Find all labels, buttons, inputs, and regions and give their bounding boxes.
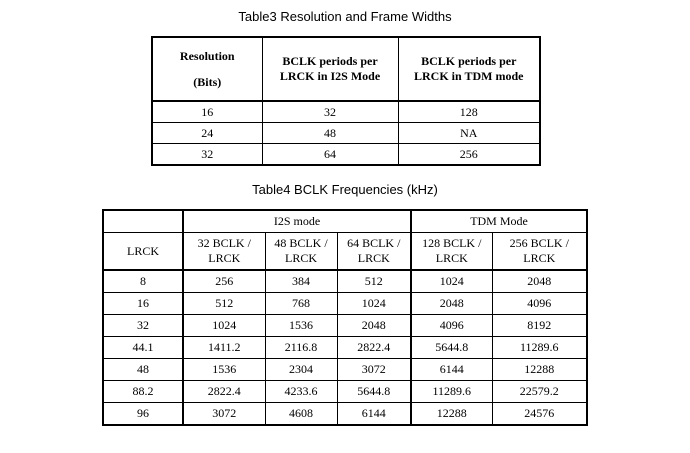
- frequency-cell: 2304: [264, 358, 338, 381]
- lrck-header: LRCK: [102, 232, 184, 271]
- frequency-cell: 12288: [410, 402, 493, 426]
- table-row: 32 64 256: [151, 143, 541, 166]
- table-row: 8 256 384 512 1024 2048: [102, 269, 588, 293]
- bclk-128-header-line2: LRCK: [435, 251, 468, 265]
- table-row: 32 1024 1536 2048 4096 8192: [102, 314, 588, 337]
- table-row: 44.1 1411.2 2116.8 2822.4 5644.8 11289.6: [102, 336, 588, 359]
- frequency-cell: 22579.2: [491, 380, 588, 403]
- frequency-cell: 2048: [410, 292, 493, 315]
- i2s-header-line2: LRCK in I2S Mode: [279, 69, 381, 83]
- bclk-32-header-line2: LRCK: [208, 251, 241, 265]
- bclk-64-header-line2: LRCK: [357, 251, 390, 265]
- tdm-mode-header: TDM Mode: [410, 209, 588, 233]
- tdm-header-line2: LRCK in TDM mode: [414, 69, 524, 83]
- bclk-48-header-line1: 48 BCLK /: [274, 236, 328, 250]
- resolution-header-line1: Resolution: [179, 48, 235, 63]
- lrck-value-cell: 44.1: [102, 336, 184, 359]
- table-group-header-row: I2S mode TDM Mode: [102, 209, 588, 233]
- bclk-256-header: 256 BCLK / LRCK: [491, 232, 588, 271]
- bclk-256-header-line2: LRCK: [523, 251, 556, 265]
- empty-corner-cell: [102, 209, 184, 233]
- frequency-cell: 4608: [264, 402, 338, 426]
- frequency-cell: 1024: [410, 269, 493, 293]
- frequency-cell: 11289.6: [410, 380, 493, 403]
- frequency-cell: 1411.2: [182, 336, 266, 359]
- table-cell: 256: [397, 143, 541, 166]
- bclk-64-header: 64 BCLK / LRCK: [336, 232, 413, 271]
- table-row: 48 1536 2304 3072 6144 12288: [102, 358, 588, 381]
- bclk-64-header-line1: 64 BCLK /: [347, 236, 401, 250]
- tdm-periods-header: BCLK periods per LRCK in TDM mode: [397, 36, 541, 102]
- frequency-cell: 2116.8: [264, 336, 338, 359]
- table-row: 16 32 128: [151, 100, 541, 123]
- i2s-mode-header: I2S mode: [182, 209, 413, 233]
- frequency-cell: 5644.8: [336, 380, 413, 403]
- frequency-cell: 2048: [336, 314, 413, 337]
- i2s-periods-header: BCLK periods per LRCK in I2S Mode: [261, 36, 399, 102]
- bclk-32-header: 32 BCLK / LRCK: [182, 232, 266, 271]
- frequency-cell: 4233.6: [264, 380, 338, 403]
- table-cell: 64: [261, 143, 399, 166]
- frequency-cell: 2822.4: [336, 336, 413, 359]
- bclk-32-header-line1: 32 BCLK /: [197, 236, 251, 250]
- table-header-row: Resolution (Bits) BCLK periods per LRCK …: [151, 36, 541, 102]
- resolution-header-line2: (Bits): [193, 74, 222, 89]
- frequency-cell: 1024: [182, 314, 266, 337]
- frequency-cell: 24576: [491, 402, 588, 426]
- table3-caption: Table3 Resolution and Frame Widths: [238, 9, 452, 24]
- table-cell: 24: [151, 122, 263, 144]
- bclk-frequency-table: I2S mode TDM Mode LRCK 32 BCLK / LRCK 48…: [102, 209, 589, 426]
- frequency-cell: 2048: [491, 269, 588, 293]
- lrck-value-cell: 16: [102, 292, 184, 315]
- table-cell: 48: [261, 122, 399, 144]
- table-row: 16 512 768 1024 2048 4096: [102, 292, 588, 315]
- bclk-48-header-line2: LRCK: [284, 251, 317, 265]
- lrck-value-cell: 48: [102, 358, 184, 381]
- table-cell: NA: [397, 122, 541, 144]
- frequency-cell: 6144: [410, 358, 493, 381]
- i2s-header-line1: BCLK periods per: [282, 54, 378, 68]
- lrck-value-cell: 96: [102, 402, 184, 426]
- bclk-128-header-line1: 128 BCLK /: [422, 236, 482, 250]
- table-cell: 16: [151, 100, 263, 123]
- frequency-cell: 12288: [491, 358, 588, 381]
- table-sub-header-row: LRCK 32 BCLK / LRCK 48 BCLK / LRCK 64 BC…: [102, 232, 588, 271]
- frequency-cell: 512: [336, 269, 413, 293]
- lrck-value-cell: 88.2: [102, 380, 184, 403]
- frequency-cell: 384: [264, 269, 338, 293]
- table-cell: 32: [151, 143, 263, 166]
- bclk-256-header-line1: 256 BCLK /: [509, 236, 569, 250]
- frequency-cell: 2822.4: [182, 380, 266, 403]
- lrck-value-cell: 8: [102, 269, 184, 293]
- table4-caption: Table4 BCLK Frequencies (kHz): [252, 182, 438, 197]
- bclk-128-header: 128 BCLK / LRCK: [410, 232, 493, 271]
- frequency-cell: 3072: [182, 402, 266, 426]
- table-row: 88.2 2822.4 4233.6 5644.8 11289.6 22579.2: [102, 380, 588, 403]
- resolution-header: Resolution (Bits): [151, 36, 263, 102]
- table-row: 96 3072 4608 6144 12288 24576: [102, 402, 588, 426]
- bclk-48-header: 48 BCLK / LRCK: [264, 232, 338, 271]
- frequency-cell: 1536: [264, 314, 338, 337]
- tdm-header-line1: BCLK periods per: [421, 54, 517, 68]
- frequency-cell: 512: [182, 292, 266, 315]
- frequency-cell: 1024: [336, 292, 413, 315]
- frequency-cell: 5644.8: [410, 336, 493, 359]
- frequency-cell: 3072: [336, 358, 413, 381]
- table-row: 24 48 NA: [151, 122, 541, 144]
- resolution-frame-width-table: Resolution (Bits) BCLK periods per LRCK …: [151, 36, 541, 166]
- frequency-cell: 768: [264, 292, 338, 315]
- table-cell: 32: [261, 100, 399, 123]
- table-cell: 128: [397, 100, 541, 123]
- frequency-cell: 11289.6: [491, 336, 588, 359]
- frequency-cell: 4096: [491, 292, 588, 315]
- frequency-cell: 256: [182, 269, 266, 293]
- frequency-cell: 8192: [491, 314, 588, 337]
- frequency-cell: 1536: [182, 358, 266, 381]
- lrck-value-cell: 32: [102, 314, 184, 337]
- frequency-cell: 6144: [336, 402, 413, 426]
- frequency-cell: 4096: [410, 314, 493, 337]
